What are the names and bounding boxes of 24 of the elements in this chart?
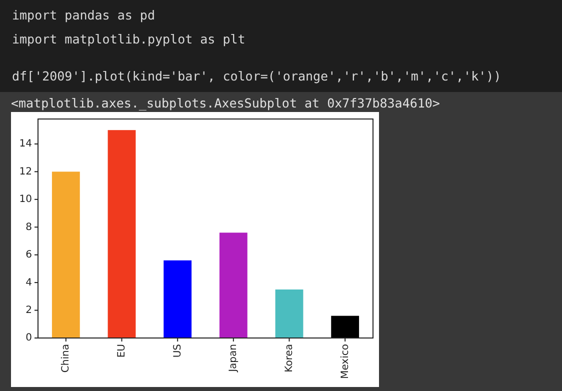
bar <box>164 260 192 338</box>
text: df['2009'].plot(kind='bar', color=('orange','r','b','m','c','k')) <box>12 68 502 84</box>
y-tick-label: 8 <box>26 222 32 233</box>
x-tick-label: Japan <box>228 344 240 373</box>
y-tick-label: 12 <box>19 166 32 178</box>
bar <box>108 130 136 338</box>
y-tick-label: 0 <box>26 332 32 344</box>
x-tick-label: Mexico <box>340 344 351 379</box>
bar <box>219 232 248 338</box>
bar <box>331 316 360 338</box>
text: import matplotlib.pyplot as plt <box>12 31 246 46</box>
x-tick-label: China <box>60 344 72 373</box>
text: import pandas as pd <box>12 7 155 22</box>
bar <box>275 289 304 338</box>
y-tick-label: 14 <box>19 138 32 150</box>
y-tick-label: 4 <box>26 277 32 288</box>
x-tick-label: US <box>172 344 184 358</box>
bar <box>52 172 80 338</box>
y-tick-label: 6 <box>26 250 32 261</box>
y-tick-label: 10 <box>19 194 32 206</box>
y-tick-label: 2 <box>26 305 32 316</box>
text: <matplotlib.axes._subplots.AxesSubplot at 0x7f37b83a4610> <box>11 95 440 110</box>
x-tick-label: Korea <box>284 344 295 372</box>
x-tick-label: EU <box>116 344 128 358</box>
